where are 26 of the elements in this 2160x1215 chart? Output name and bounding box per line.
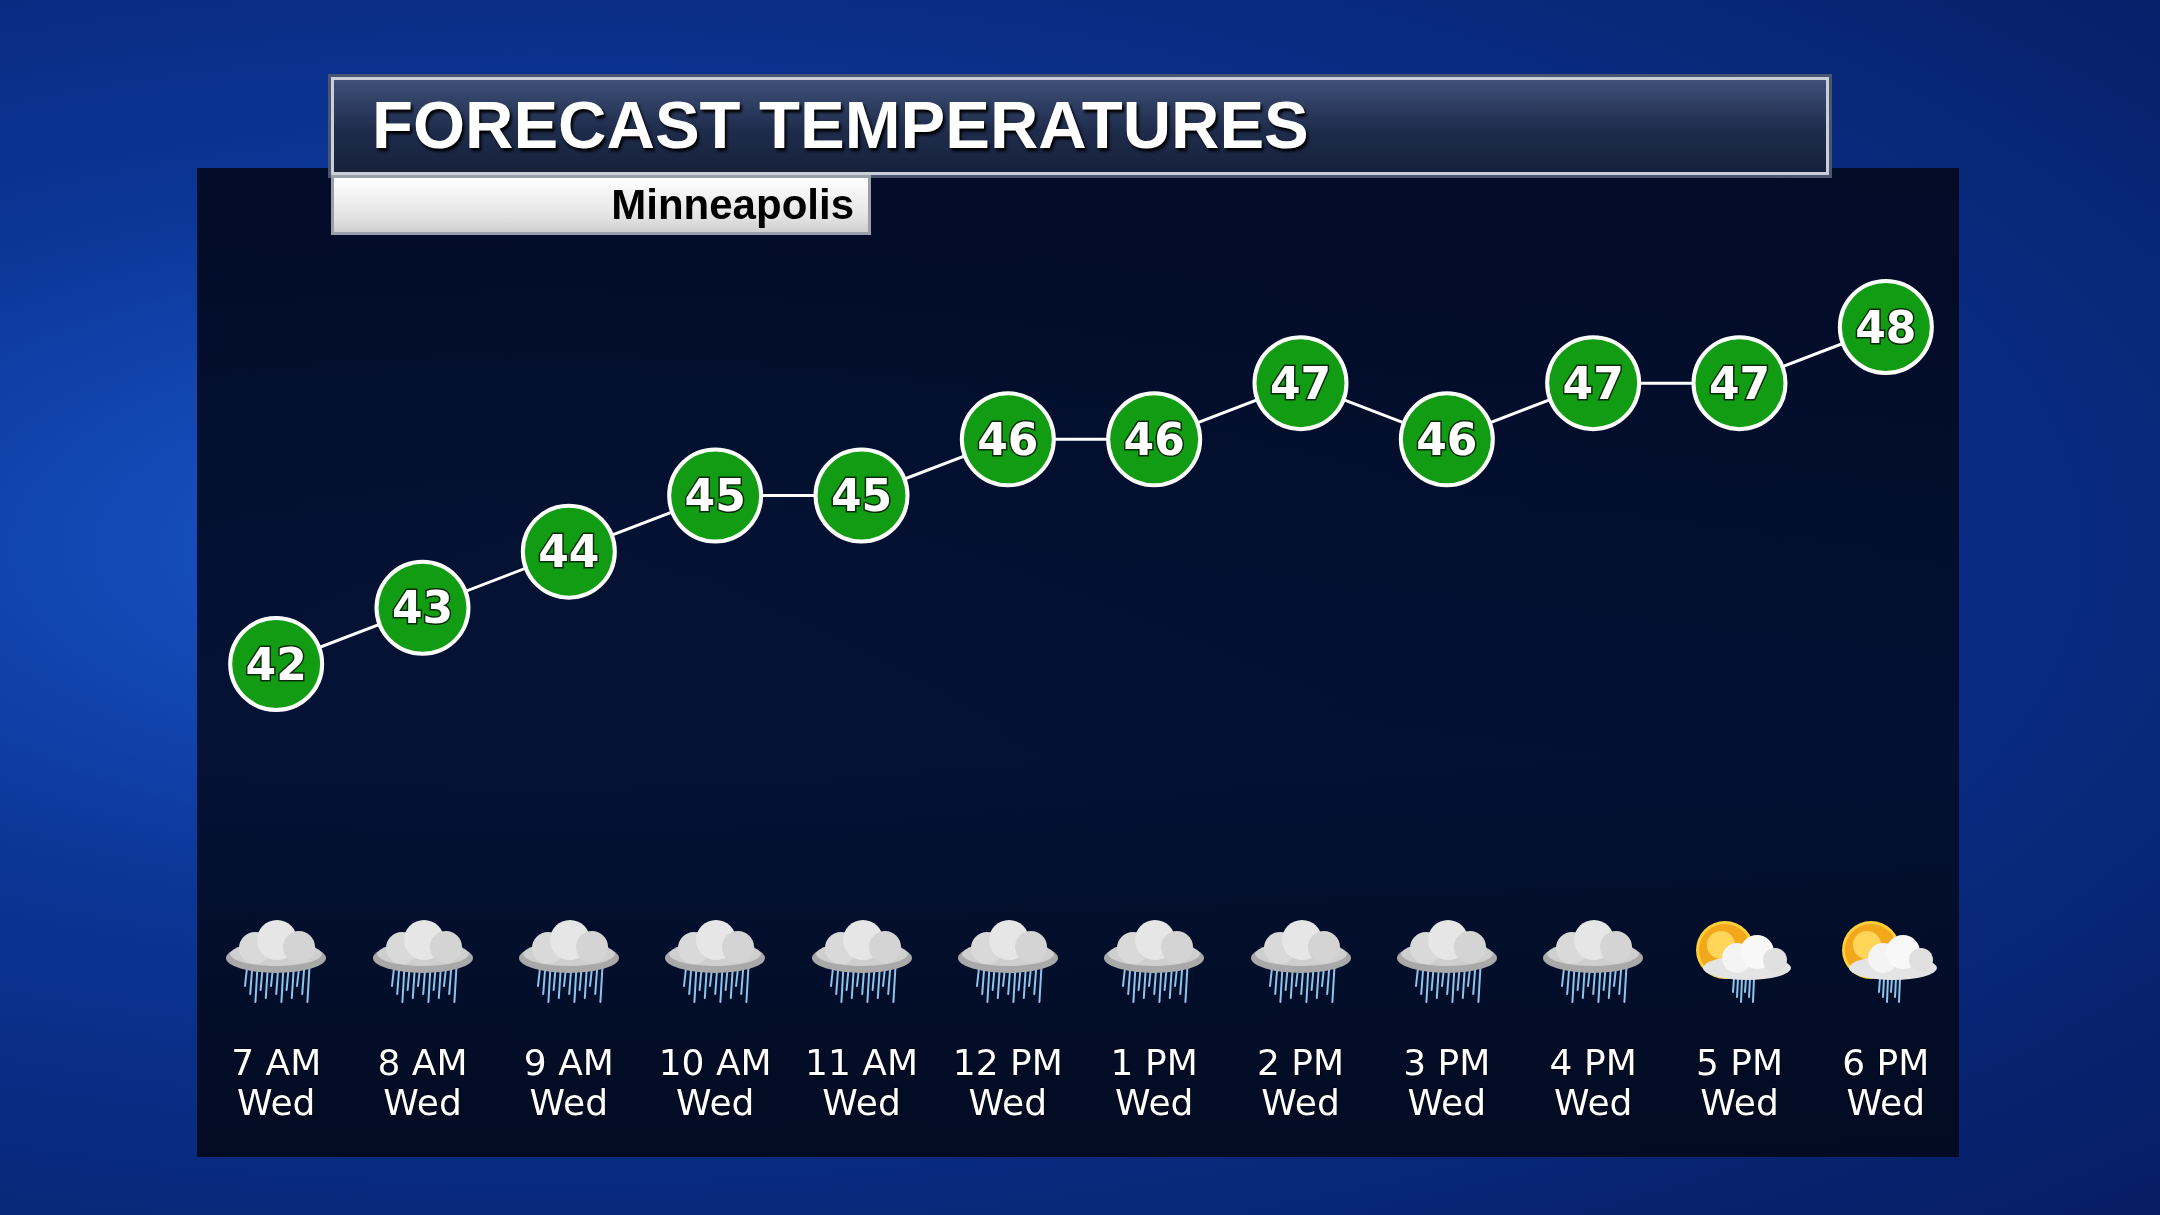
x-tick-label: 2 PM Wed <box>1256 1041 1345 1123</box>
data-label: 47 <box>1269 357 1332 409</box>
data-label: 46 <box>1416 413 1478 465</box>
x-tick-label: 3 PM Wed <box>1403 1041 1491 1123</box>
x-tick-label: 7 AM Wed <box>231 1041 322 1123</box>
x-tick-label: 11 AM Wed <box>805 1041 918 1123</box>
x-tick-label: 1 PM Wed <box>1110 1041 1198 1123</box>
data-label: 47 <box>1562 357 1624 409</box>
data-label: 46 <box>1123 413 1185 465</box>
x-tick-label: 9 AM Wed <box>523 1041 614 1123</box>
data-label: 46 <box>977 413 1039 465</box>
data-label: 47 <box>1708 357 1771 409</box>
data-label: 45 <box>684 470 746 521</box>
x-tick-label: 10 AM Wed <box>658 1041 772 1123</box>
data-label: 45 <box>830 470 893 521</box>
data-label: 44 <box>538 526 600 578</box>
x-tick-label: 8 AM Wed <box>377 1041 468 1123</box>
chart-title: FORECAST TEMPERATURES <box>372 86 1309 164</box>
x-tick-label: 12 PM Wed <box>952 1041 1063 1123</box>
x-tick-label: 5 PM Wed <box>1695 1041 1784 1123</box>
data-label: 42 <box>245 638 307 690</box>
data-label: 48 <box>1855 301 1917 353</box>
data-label: 43 <box>391 582 454 634</box>
chart-subtitle: Minneapolis <box>610 180 854 230</box>
x-tick-label: 4 PM Wed <box>1549 1041 1637 1123</box>
x-tick-label: 6 PM Wed <box>1842 1041 1930 1123</box>
